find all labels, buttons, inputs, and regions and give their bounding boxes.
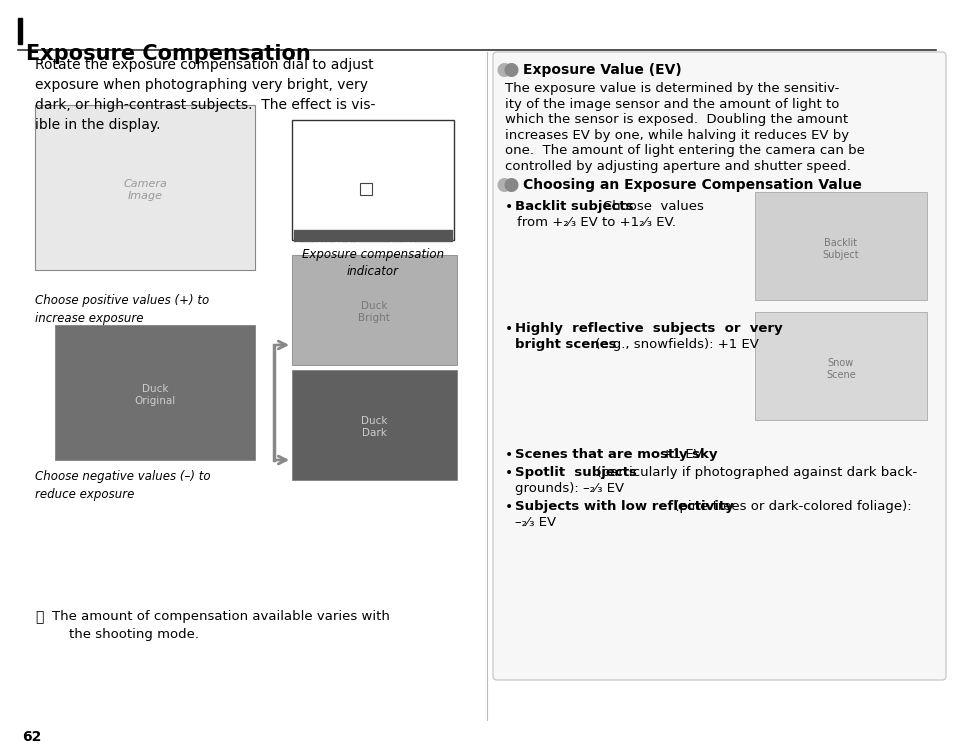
- Polygon shape: [497, 179, 510, 191]
- Text: Duck
Dark: Duck Dark: [360, 416, 387, 438]
- Text: from +₂⁄₃ EV to +1₂⁄₃ EV.: from +₂⁄₃ EV to +1₂⁄₃ EV.: [517, 216, 676, 229]
- Text: (particularly if photographed against dark back-: (particularly if photographed against da…: [587, 466, 916, 479]
- Text: which the sensor is exposed.  Doubling the amount: which the sensor is exposed. Doubling th…: [504, 113, 847, 126]
- Text: Subjects with low reflectivity: Subjects with low reflectivity: [515, 500, 733, 513]
- Text: Backlit subjects: Backlit subjects: [515, 200, 633, 213]
- Text: Camera
Image: Camera Image: [123, 180, 167, 200]
- Text: Rotate the exposure compensation dial to adjust
exposure when photographing very: Rotate the exposure compensation dial to…: [35, 58, 375, 132]
- Text: Exposure Value (EV): Exposure Value (EV): [522, 63, 681, 77]
- Text: Exposure compensation
indicator: Exposure compensation indicator: [301, 248, 443, 278]
- Text: (pine trees or dark-colored foliage):: (pine trees or dark-colored foliage):: [669, 500, 911, 513]
- Text: Highly  reflective  subjects  or  very: Highly reflective subjects or very: [515, 322, 781, 335]
- Text: :  Choose  values: : Choose values: [589, 200, 703, 213]
- Text: Choose negative values (–) to
reduce exposure: Choose negative values (–) to reduce exp…: [35, 470, 211, 501]
- Polygon shape: [505, 179, 517, 191]
- Text: grounds): –₂⁄₃ EV: grounds): –₂⁄₃ EV: [515, 482, 623, 495]
- Bar: [292, 120, 454, 240]
- Text: controlled by adjusting aperture and shutter speed.: controlled by adjusting aperture and shu…: [504, 159, 850, 173]
- Text: The amount of compensation available varies with
    the shooting mode.: The amount of compensation available var…: [52, 610, 390, 641]
- Text: Exposure Compensation: Exposure Compensation: [26, 44, 311, 64]
- Text: Duck
Bright: Duck Bright: [357, 301, 390, 323]
- Text: increases EV by one, while halving it reduces EV by: increases EV by one, while halving it re…: [504, 129, 848, 141]
- Text: •: •: [504, 466, 513, 480]
- Text: –₂⁄₃ EV: –₂⁄₃ EV: [515, 516, 556, 529]
- Polygon shape: [497, 64, 510, 76]
- Text: : +1 EV: : +1 EV: [652, 448, 702, 461]
- Bar: [754, 192, 926, 300]
- Text: •: •: [504, 500, 513, 514]
- Bar: [359, 183, 372, 195]
- Text: Duck
Original: Duck Original: [134, 384, 175, 406]
- Text: Snow
Scene: Snow Scene: [825, 358, 855, 380]
- Text: •: •: [504, 322, 513, 336]
- Bar: [754, 312, 926, 420]
- Text: Scenes that are mostly sky: Scenes that are mostly sky: [515, 448, 717, 461]
- Text: (e.g., snowfields): +1 EV: (e.g., snowfields): +1 EV: [590, 338, 758, 351]
- Bar: [292, 370, 456, 480]
- Text: Spotlit  subjects: Spotlit subjects: [515, 466, 637, 479]
- Text: •: •: [504, 448, 513, 462]
- Text: Choosing an Exposure Compensation Value: Choosing an Exposure Compensation Value: [522, 178, 861, 192]
- Bar: [55, 325, 254, 460]
- Bar: [294, 230, 452, 241]
- Text: ity of the image sensor and the amount of light to: ity of the image sensor and the amount o…: [504, 97, 839, 111]
- Bar: [35, 105, 254, 270]
- Text: The exposure value is determined by the sensitiv-: The exposure value is determined by the …: [504, 82, 839, 95]
- Bar: [18, 18, 22, 44]
- Polygon shape: [505, 64, 517, 76]
- Text: Backlit
Subject: Backlit Subject: [821, 238, 859, 260]
- Text: P  ›4000 T8.1 [•••••••] ›400 ◄: P ›4000 T8.1 [•••••••] ›400 ◄: [295, 241, 423, 248]
- Bar: [292, 255, 456, 365]
- FancyBboxPatch shape: [493, 52, 945, 680]
- Text: Choose positive values (+) to
increase exposure: Choose positive values (+) to increase e…: [35, 294, 209, 325]
- Text: ⓘ: ⓘ: [35, 610, 43, 624]
- Text: •: •: [504, 200, 513, 214]
- Text: bright scenes: bright scenes: [515, 338, 616, 351]
- Text: one.  The amount of light entering the camera can be: one. The amount of light entering the ca…: [504, 144, 864, 157]
- Text: 62: 62: [22, 730, 41, 744]
